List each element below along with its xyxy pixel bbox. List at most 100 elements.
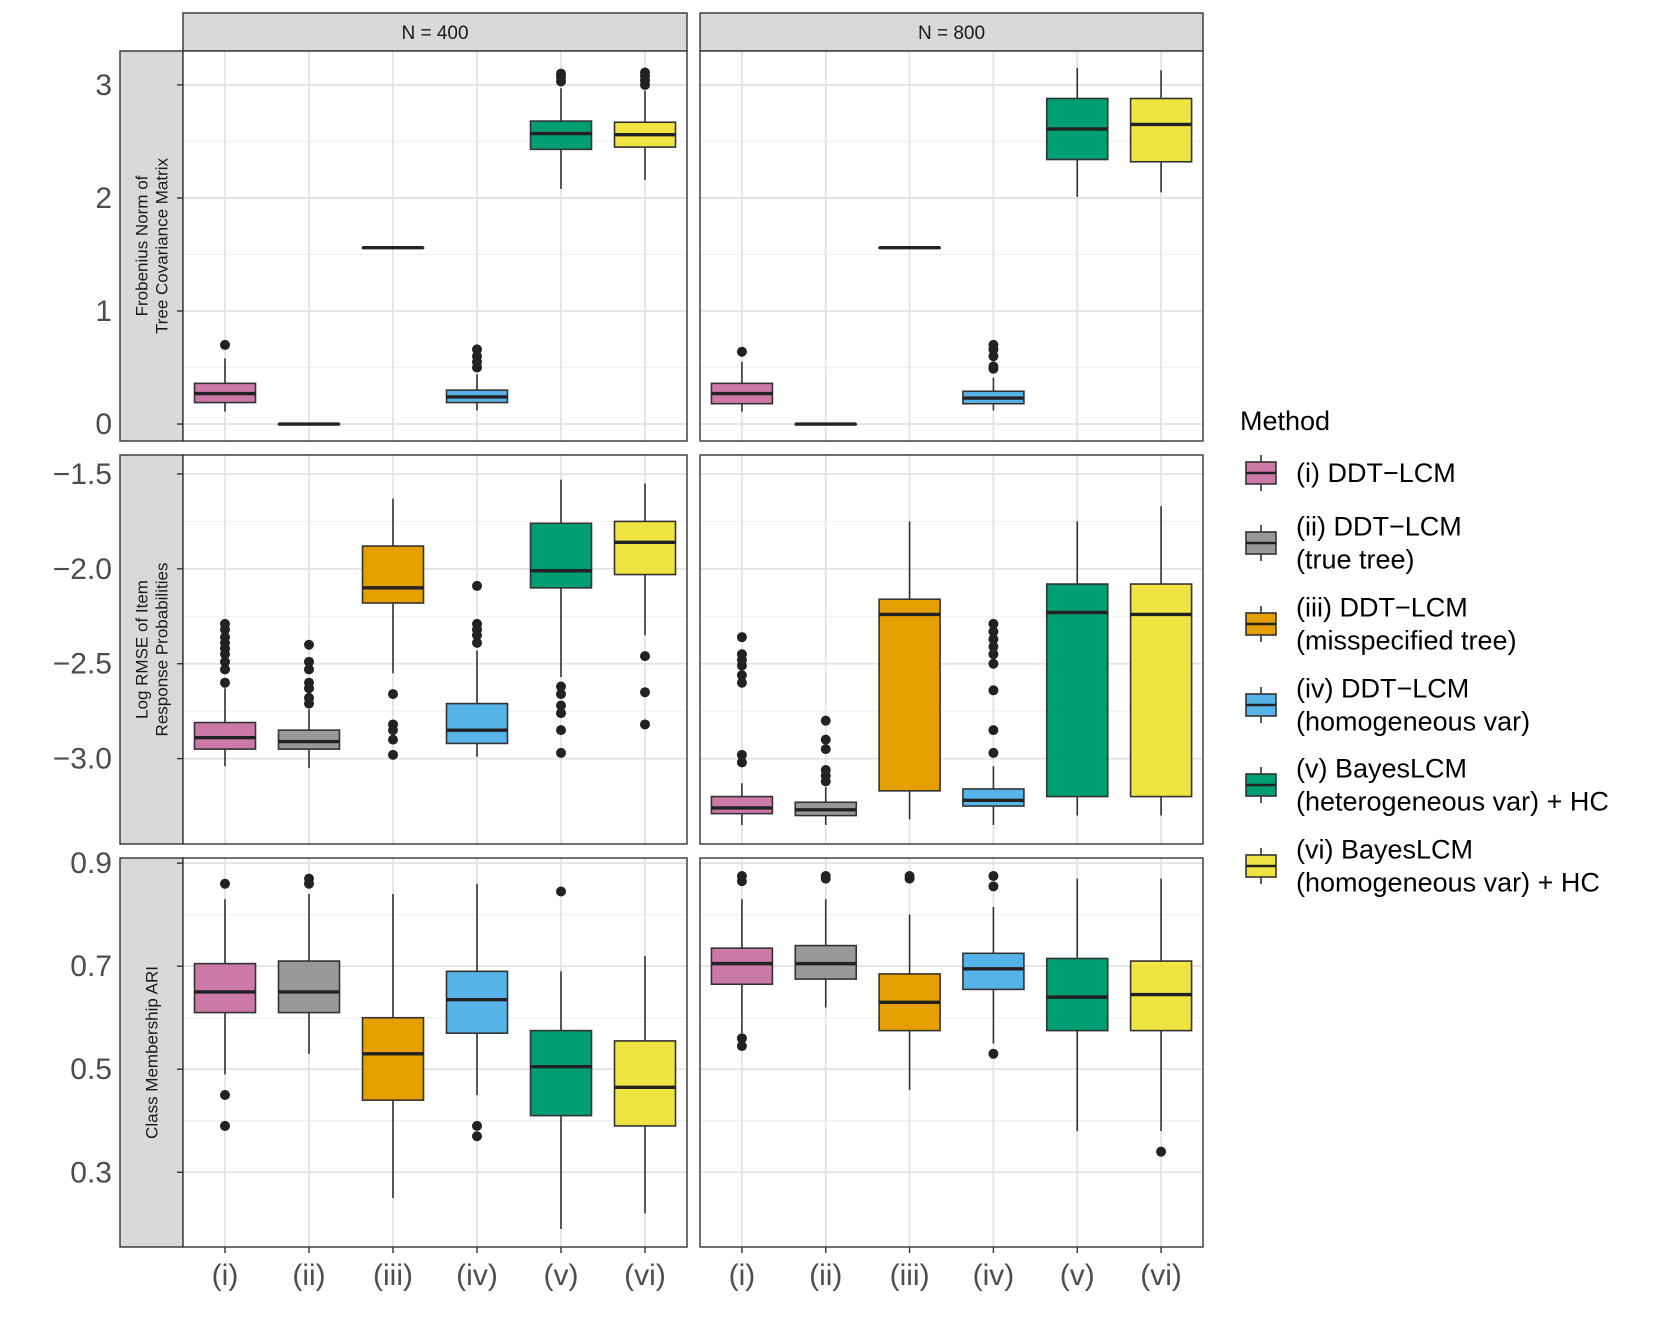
x-tick-label-0-4: (v)	[544, 1259, 579, 1292]
box-0-0-1	[277, 422, 341, 426]
outlier-point	[304, 698, 314, 709]
x-tick-label-1-2: (iii)	[890, 1259, 930, 1292]
y-tick-label-2-0: 0.3	[70, 1156, 112, 1189]
panel-2-1	[699, 857, 1204, 1248]
box-body	[613, 1040, 677, 1127]
box-2-1-1	[794, 871, 858, 1008]
outlier-point	[556, 747, 566, 758]
outlier-point	[556, 689, 566, 700]
box-body	[962, 952, 1025, 991]
legend-key-1	[1245, 525, 1277, 561]
box-body	[445, 970, 509, 1034]
outlier-point	[556, 725, 566, 736]
outlier-point	[304, 639, 314, 650]
outlier-point	[220, 339, 230, 350]
box-1-1-5	[1129, 506, 1193, 816]
panel-border	[699, 857, 1204, 1248]
outlier-point	[904, 873, 915, 884]
outlier-point	[472, 1120, 482, 1131]
box-0-1-3	[962, 339, 1025, 411]
box-0-0-5	[613, 67, 677, 180]
facet-strip-0	[182, 12, 688, 52]
row-strip-0	[119, 50, 184, 442]
legend-label-1-1: (true tree)	[1296, 545, 1415, 575]
outlier-point	[988, 881, 999, 892]
outlier-point	[988, 618, 999, 629]
outlier-point	[304, 664, 314, 675]
outlier-point	[988, 361, 999, 372]
legend-key-2	[1245, 606, 1277, 642]
outlier-point	[988, 1048, 999, 1059]
box-1-0-2	[361, 498, 425, 760]
panel-bg	[183, 51, 687, 441]
box-2-1-2	[878, 871, 941, 1090]
box-2-0-2	[361, 894, 425, 1199]
box-1-1-4	[1045, 521, 1109, 816]
row-label-1-1: Response Probabilities	[153, 563, 172, 737]
outlier-point	[988, 649, 999, 660]
x-tick-label-1-1: (ii)	[809, 1259, 842, 1292]
outlier-point	[304, 683, 314, 694]
outlier-point	[988, 641, 999, 652]
legend-key-4	[1245, 767, 1277, 803]
facet-strip-label-1: N = 800	[918, 23, 985, 44]
outlier-point	[736, 660, 747, 671]
outlier-point	[220, 677, 230, 688]
box-body	[1129, 583, 1193, 798]
legend-label-4-0: (v) BayesLCM	[1296, 754, 1467, 784]
box-0-0-3	[445, 344, 509, 411]
outlier-point	[820, 734, 831, 745]
box-body	[1129, 97, 1193, 163]
panel-0-1	[699, 50, 1204, 442]
box-2-0-4	[529, 886, 593, 1229]
box-2-0-5	[613, 955, 677, 1214]
outlier-point	[988, 658, 999, 669]
x-tick-label-1-5: (vi)	[1140, 1259, 1182, 1292]
outlier-point	[220, 1120, 230, 1131]
legend-label-0-0: (i) DDT−LCM	[1296, 458, 1456, 488]
y-tick-label-1-2: −2.0	[53, 553, 112, 586]
box-2-0-1	[277, 873, 341, 1054]
box-body	[1045, 957, 1109, 1032]
row-strip-1	[119, 454, 184, 845]
outlier-point	[640, 687, 650, 698]
outlier-point	[556, 700, 566, 711]
box-1-0-3	[445, 580, 509, 757]
box-0-1-1	[794, 422, 858, 426]
outlier-point	[736, 677, 747, 688]
box-body	[361, 1016, 425, 1101]
box-2-0-3	[445, 883, 509, 1142]
outlier-point	[388, 725, 398, 736]
outlier-point	[820, 715, 831, 726]
panel-border	[182, 454, 688, 845]
row-label-1-0: Log RMSE of Item	[133, 580, 152, 719]
box-body	[710, 947, 774, 986]
x-tick-label-0-1: (ii)	[292, 1259, 325, 1292]
outlier-point	[640, 651, 650, 662]
outlier-point	[736, 749, 747, 760]
x-tick-label-0-0: (i)	[212, 1259, 239, 1292]
box-1-1-2	[878, 521, 941, 820]
panel-border	[699, 50, 1204, 442]
outlier-point	[988, 634, 999, 645]
row-label-0-1: Tree Covariance Matrix	[153, 157, 172, 334]
facet-strip-label-0: N = 400	[401, 23, 468, 44]
outlier-point	[820, 776, 831, 787]
outlier-point	[388, 749, 398, 760]
outlier-point	[988, 871, 999, 882]
box-1-0-4	[529, 479, 593, 758]
box-2-1-4	[1045, 878, 1109, 1132]
box-body	[710, 795, 774, 815]
outlier-point	[736, 1041, 747, 1052]
outlier-point	[388, 689, 398, 700]
outlier-point	[736, 1033, 747, 1044]
legend-key-5	[1245, 848, 1277, 884]
y-tick-label-2-1: 0.5	[70, 1053, 112, 1086]
y-tick-label-0-2: 2	[95, 182, 112, 215]
outlier-point	[472, 630, 482, 641]
box-1-1-0	[710, 632, 774, 826]
x-tick-label-0-5: (vi)	[624, 1259, 666, 1292]
box-body	[193, 721, 257, 750]
legend-title: Method	[1240, 406, 1330, 436]
